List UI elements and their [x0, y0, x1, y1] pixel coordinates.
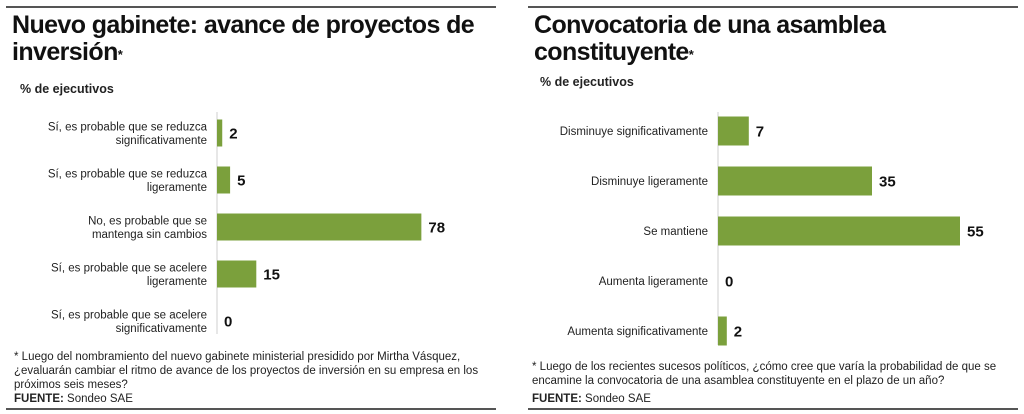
chart-title: Nuevo gabinete: avance de proyectos de i…: [12, 11, 475, 66]
bar: [718, 166, 872, 196]
unit-label: % de ejecutivos: [20, 82, 114, 96]
footnote: * Luego del nombramiento del nuevo gabin…: [14, 351, 479, 391]
top-rule: [528, 6, 1018, 8]
source-line: FUENTE: Sondeo SAE: [532, 393, 651, 405]
chart-panel-constituent: Convocatoria de una asamblea constituyen…: [522, 0, 1024, 414]
unit-label: % de ejecutivos: [540, 75, 634, 89]
source-label: FUENTE:: [532, 393, 582, 405]
category-label: Aumenta significativamente: [567, 326, 708, 338]
title-footnote-mark: *: [688, 47, 694, 62]
category-label: Se mantiene: [643, 226, 708, 238]
category-label: No, es probable que se mantenga sin cambi…: [88, 215, 207, 241]
data-label: 55: [967, 224, 984, 241]
category-label: Disminuye significativamente: [560, 126, 708, 138]
category-label: Sí, es probable que se acelere ligerament…: [51, 262, 207, 288]
footnote: * Luego de los recientes sucesos polític…: [532, 361, 997, 387]
source-label: FUENTE:: [14, 393, 64, 405]
category-label: Sí, es probable que se reduzca significat…: [48, 121, 208, 147]
bar-chart-investment: 2 Sí, es probable que se reduzca significa…: [48, 112, 445, 335]
bar: [718, 216, 960, 246]
bottom-rule: [528, 408, 1018, 410]
category-label: Aumenta ligeramente: [599, 276, 708, 288]
bar: [217, 213, 422, 241]
bar: [718, 116, 749, 146]
source-text: Sondeo SAE: [585, 393, 651, 405]
bar: [718, 316, 727, 346]
bar: [217, 166, 231, 194]
data-label: 2: [229, 126, 237, 143]
data-label: 35: [879, 174, 896, 191]
source-line: FUENTE: Sondeo SAE: [14, 393, 133, 405]
category-label: Disminuye ligeramente: [591, 176, 708, 188]
data-label: 5: [237, 173, 245, 190]
category-label: Sí, es probable que se reduzca ligerament…: [48, 168, 208, 194]
bar-chart-constituent: 7 Disminuye significativamente 35 Disminuye…: [560, 112, 984, 346]
bar: [217, 260, 257, 288]
chart-panel-investment: Nuevo gabinete: avance de proyectos de i…: [0, 0, 502, 414]
data-label: 7: [756, 124, 764, 141]
data-label: 0: [224, 314, 232, 331]
data-label: 0: [725, 274, 733, 291]
bar: [217, 119, 223, 147]
title-footnote-mark: *: [117, 47, 123, 62]
top-rule: [6, 6, 496, 8]
data-label: 15: [263, 267, 280, 284]
data-label: 78: [428, 220, 445, 237]
chart-title: Convocatoria de una asamblea constituyen…: [534, 11, 886, 66]
bottom-rule: [6, 408, 496, 410]
source-text: Sondeo SAE: [67, 393, 133, 405]
category-label: Sí, es probable que se acelere significat…: [51, 309, 207, 335]
data-label: 2: [734, 324, 742, 341]
